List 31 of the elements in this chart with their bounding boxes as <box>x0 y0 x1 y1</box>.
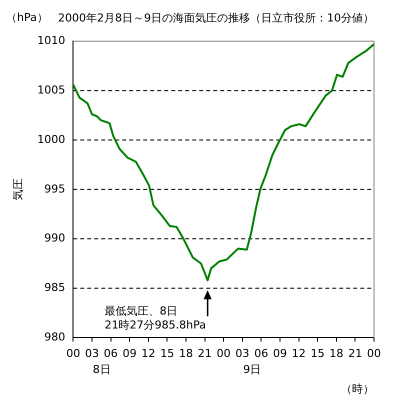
y-tick-label: 995 <box>44 182 66 196</box>
annotation: 最低気圧、8日 21時27分985.8hPa <box>104 304 206 332</box>
x-tick-label: 12 <box>292 347 306 360</box>
x-tick-label: 09 <box>273 347 287 360</box>
y-tick-label: 985 <box>44 281 66 294</box>
x-axis-title: （時） <box>341 382 374 396</box>
y-tick-label: 990 <box>44 232 66 245</box>
x-tick-label: 00 <box>216 347 231 360</box>
x-tick-label: 21 <box>348 347 362 360</box>
text: 9日 <box>243 362 262 376</box>
x-tick-label: 06 <box>104 347 118 360</box>
x-tick-label: 00 <box>66 347 80 360</box>
y-tick-label: 1000 <box>37 132 66 146</box>
y-tick-label: 980 <box>44 330 66 344</box>
chart-title: 2000年2月8日～9日の海面気圧の推移（日立市役所：10分値） <box>58 11 374 24</box>
y-axis-title: 気圧 <box>11 178 24 200</box>
y-tick-label: 1005 <box>37 83 66 96</box>
x-tick-label: 06 <box>254 347 268 360</box>
x-tick-label: 18 <box>329 347 344 360</box>
x-tick-label: 15 <box>160 347 174 360</box>
text: （hPa） <box>6 10 48 24</box>
x-tick-label: 15 <box>310 347 325 360</box>
x-tick-label: 12 <box>141 347 156 360</box>
x-tick-label: 09 <box>122 347 137 360</box>
x-tick-label: 00 <box>367 347 381 360</box>
x-tick-label: 03 <box>84 347 99 360</box>
y-tick-label: 1010 <box>37 34 66 48</box>
x-tick-label: 21 <box>198 347 212 360</box>
text: 8日 <box>92 362 111 376</box>
x-tick-label: 03 <box>235 347 250 360</box>
x-tick-label: 18 <box>178 347 193 360</box>
